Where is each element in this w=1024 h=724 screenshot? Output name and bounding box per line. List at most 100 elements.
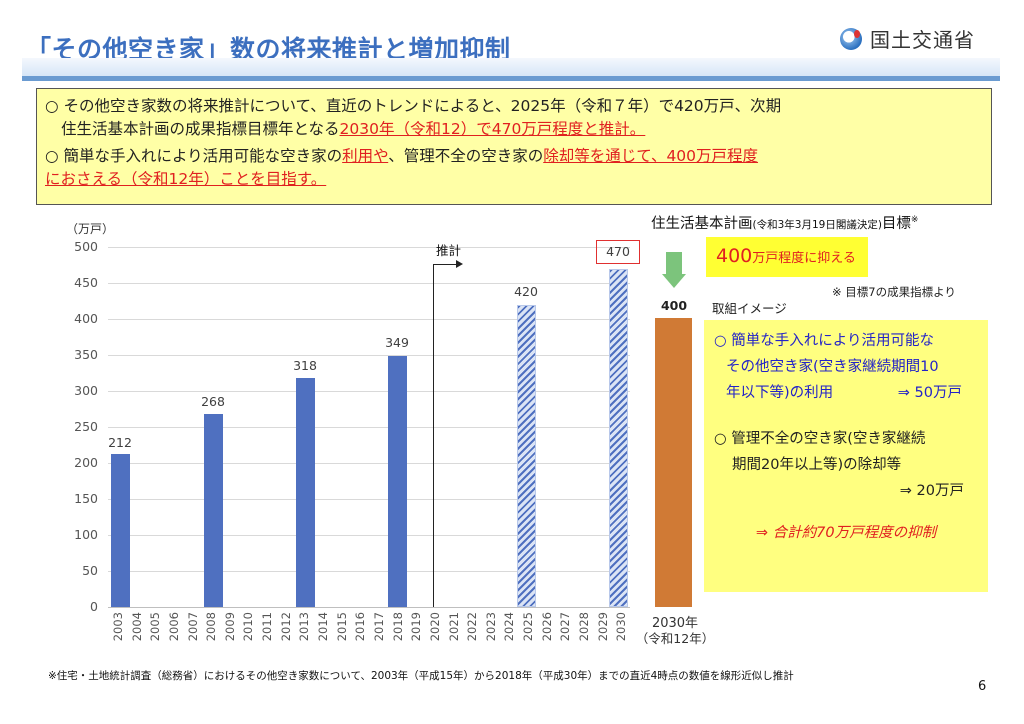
summary-highlight: 2030年（令和12）で470万戸程度と推計。 <box>339 120 646 138</box>
x-axis-line <box>108 607 630 608</box>
x-tick: 2008 <box>204 612 219 642</box>
x-tick: 2005 <box>148 612 163 642</box>
summary-text: ○ 簡単な手入れにより活用可能な空き家の <box>45 147 343 165</box>
summary-box: ○ その他空き家数の将来推計について、直近のトレンドによると、2025年（令和７… <box>36 88 992 205</box>
summary-text: 、管理不全の空き家の <box>388 147 544 165</box>
x-axis-ticks: 2003 2004 2005 2006 2007 2008 2009 2010 … <box>111 612 632 641</box>
x-tick: 2011 <box>260 612 275 642</box>
down-arrow-icon <box>662 274 686 288</box>
y-tick: 450 <box>74 275 98 290</box>
bar-label: 470 <box>606 244 630 259</box>
x-tick: 2004 <box>129 612 144 642</box>
y-tick: 350 <box>74 347 98 362</box>
x-tick: 2016 <box>353 612 368 642</box>
summary-highlight: におさえる（令和12年）ことを目指す。 <box>45 170 327 188</box>
item1-line1: ○ 簡単な手入れにより活用可能な <box>714 333 934 349</box>
footnote: ※住宅・土地統計調査（総務省）におけるその他空き家数について、2003年（平成1… <box>48 670 794 682</box>
heading-subtext: (令和3年3月19日閣議決定) <box>752 219 882 231</box>
projection-arrow <box>433 264 457 265</box>
x-tick: 2003 <box>111 612 125 642</box>
gridline <box>108 283 630 284</box>
goal-box: 400万戸程度に抑える <box>706 237 868 277</box>
item1-line3: 年以下等)の利用 ⇒ 50万戸 <box>714 380 978 406</box>
y-axis-unit: （万戸） <box>66 222 115 236</box>
item2-value: ⇒ 20万戸 <box>899 483 964 499</box>
x-tick: 2019 <box>409 612 424 642</box>
projection-label: 推計 <box>436 243 462 258</box>
target-x-label: 2030年 <box>651 616 699 631</box>
x-tick: 2027 <box>558 612 573 642</box>
bar-2025-projected <box>517 305 536 607</box>
x-tick: 2022 <box>465 612 480 642</box>
x-tick: 2021 <box>446 612 461 642</box>
summary-highlight: 利用や <box>342 147 389 165</box>
initiative-heading: 取組イメージ <box>712 301 787 316</box>
x-tick: 2015 <box>334 612 349 642</box>
x-tick: 2014 <box>316 612 331 642</box>
summary-p1-line2: 住生活基本計画の成果指標目標年となる2030年（令和12）で470万戸程度と推計… <box>45 118 983 141</box>
item1-line2: その他空き家(空き家継続期間10 <box>726 359 939 375</box>
x-tick: 2024 <box>502 612 517 642</box>
bar-label: 268 <box>201 394 225 409</box>
bar-2008 <box>204 414 223 607</box>
footnote-mark: ※ <box>910 215 919 226</box>
bar-2013 <box>296 378 315 607</box>
bar-label: 318 <box>293 358 317 373</box>
ministry-logo: 国土交通省 <box>840 24 975 53</box>
gridline <box>108 463 630 464</box>
gridline <box>108 247 630 248</box>
item-value: ⇒ 50万戸 <box>897 385 962 401</box>
org-name: 国土交通省 <box>870 28 975 52</box>
gridline <box>108 535 630 536</box>
mlit-emblem-icon <box>840 27 862 50</box>
total-reduction: ⇒ 合計約70万戸程度の抑制 <box>755 525 937 541</box>
x-tick: 2017 <box>371 612 386 642</box>
summary-p1-line1: ○ その他空き家数の将来推計について、直近のトレンドによると、2025年（令和７… <box>45 97 782 115</box>
x-tick: 2026 <box>539 612 554 642</box>
arrow-right-icon <box>456 260 463 268</box>
target-bar-label: 400 <box>660 298 688 313</box>
bar-2003 <box>111 454 130 607</box>
bar-chart: （万戸） 500 450 400 350 300 250 200 150 100… <box>0 210 714 670</box>
y-tick: 50 <box>82 563 98 578</box>
x-tick: 2030 <box>614 612 629 642</box>
plan-goal-heading: 住生活基本計画(令和3年3月19日閣議決定)目標※ <box>651 212 918 233</box>
x-tick: 2028 <box>577 612 592 642</box>
bar-label: 349 <box>385 335 409 350</box>
y-tick: 150 <box>74 491 98 506</box>
heading-text: 住生活基本計画 <box>651 216 753 232</box>
goal-text: 万戸程度に抑える <box>752 251 856 266</box>
page-number: 6 <box>978 679 987 694</box>
bar-2018 <box>388 356 407 607</box>
x-tick: 2006 <box>166 612 181 642</box>
title-band <box>22 58 1000 76</box>
initiative-box: ○ 簡単な手入れにより活用可能な その他空き家(空き家継続期間10 年以下等)の… <box>704 320 988 592</box>
x-tick: 2010 <box>241 612 256 642</box>
item-text: 年以下等)の利用 <box>726 385 834 401</box>
y-tick: 500 <box>74 239 98 254</box>
y-tick: 100 <box>74 527 98 542</box>
gridline <box>108 499 630 500</box>
y-tick: 400 <box>74 311 98 326</box>
gridline <box>108 427 630 428</box>
item2-line1: ○ 管理不全の空き家(空き家継続 <box>714 431 926 447</box>
gridline <box>108 571 630 572</box>
bar-2030-target <box>655 318 692 607</box>
y-tick: 250 <box>74 419 98 434</box>
x-tick: 2025 <box>521 612 536 642</box>
gridline <box>108 319 630 320</box>
x-tick: 2023 <box>483 612 498 642</box>
goal-note: ※ 目標7の成果指標より <box>832 285 956 299</box>
gridline <box>108 391 630 392</box>
y-tick: 0 <box>90 599 98 614</box>
summary-highlight: 除却等を通じて、400万戸程度 <box>543 147 759 165</box>
item2-line2: 期間20年以上等)の除却等 <box>732 457 902 473</box>
bar-label: 420 <box>514 284 538 299</box>
highlight-box <box>596 240 640 264</box>
heading-text: 目標 <box>881 216 911 232</box>
x-tick: 2012 <box>278 612 293 642</box>
goal-value: 400 <box>716 245 753 267</box>
x-tick: 2029 <box>595 612 610 642</box>
bar-2030-projected <box>609 269 628 607</box>
title-underline <box>22 76 1000 81</box>
